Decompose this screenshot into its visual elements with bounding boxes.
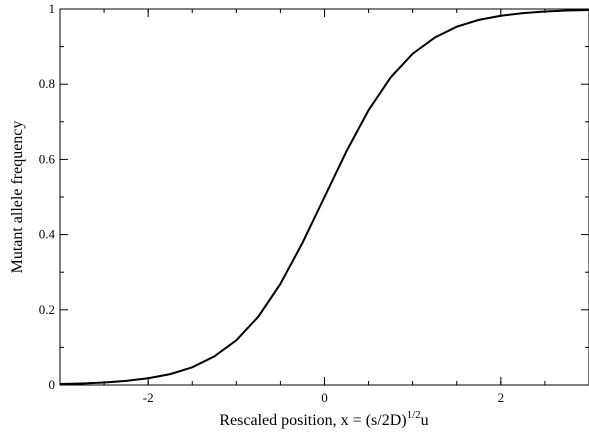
y-tick-label: 0.6 (39, 151, 56, 166)
x-tick-label: -2 (143, 390, 154, 405)
y-axis-label: Mutant allele frequency (9, 121, 26, 274)
axis-tick-labels: -2 0 2 0 0.2 0.4 0.6 0.8 1 (39, 1, 504, 405)
x-axis-label: Rescaled position, x = (s/2D)1/2u (219, 409, 428, 429)
x-axis-label-superscript: 1/2 (407, 409, 421, 421)
y-tick-label: 0 (49, 377, 56, 392)
x-tick-label: 2 (498, 390, 505, 405)
x-tick-label: 0 (321, 390, 328, 405)
x-axis-label-suffix: u (421, 412, 429, 429)
x-axis-label-main: Rescaled position, x = (s/2D) (219, 412, 406, 429)
axis-ticks (59, 8, 589, 386)
series-line (59, 8, 589, 386)
y-tick-label: 1 (49, 1, 56, 16)
y-tick-label: 0.2 (39, 302, 55, 317)
y-tick-label: 0.8 (39, 76, 55, 91)
y-tick-label: 0.4 (39, 227, 56, 242)
